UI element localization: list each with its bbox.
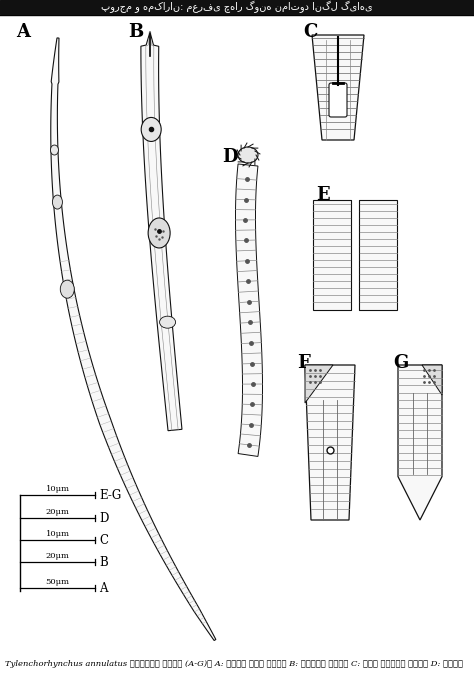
Polygon shape xyxy=(398,365,442,520)
Ellipse shape xyxy=(238,147,258,163)
Text: B: B xyxy=(99,556,108,569)
Text: C: C xyxy=(99,534,108,547)
Text: E-G: E-G xyxy=(99,488,121,501)
Text: پورجم و همکاران: معرفی چهار گونه نماتود انگل گیاهی: پورجم و همکاران: معرفی چهار گونه نماتود … xyxy=(101,1,373,13)
Bar xyxy=(0,0,474,14)
Text: A: A xyxy=(16,23,30,41)
Bar xyxy=(313,200,351,310)
FancyBboxPatch shape xyxy=(329,83,347,117)
Ellipse shape xyxy=(160,316,175,328)
Polygon shape xyxy=(51,38,216,640)
Text: E: E xyxy=(316,186,329,204)
Ellipse shape xyxy=(141,117,161,141)
Text: D: D xyxy=(99,512,109,525)
Text: C: C xyxy=(303,23,318,41)
Ellipse shape xyxy=(60,280,74,298)
Text: G: G xyxy=(393,354,408,372)
Polygon shape xyxy=(422,365,442,395)
Polygon shape xyxy=(305,365,333,403)
Text: 50μm: 50μm xyxy=(46,578,70,586)
Ellipse shape xyxy=(53,195,63,209)
Text: 10μm: 10μm xyxy=(46,530,70,538)
Text: 20μm: 20μm xyxy=(46,508,69,516)
Ellipse shape xyxy=(50,145,58,155)
Text: 10μm: 10μm xyxy=(46,485,70,493)
Text: Tylenchorhynchus annulatus نماتود ماده (A-G)، A: نمای کلی بدن، B: ناحیه مری، C: : Tylenchorhynchus annulatus نماتود ماده (… xyxy=(5,660,463,668)
Ellipse shape xyxy=(148,218,170,248)
Text: F: F xyxy=(297,354,310,372)
Text: 20μm: 20μm xyxy=(46,552,69,560)
Text: D: D xyxy=(222,148,237,166)
Polygon shape xyxy=(141,32,182,431)
Bar xyxy=(359,200,397,310)
Polygon shape xyxy=(312,35,364,140)
Text: A: A xyxy=(99,582,108,595)
Polygon shape xyxy=(305,365,355,520)
Text: B: B xyxy=(128,23,143,41)
Polygon shape xyxy=(236,164,263,456)
